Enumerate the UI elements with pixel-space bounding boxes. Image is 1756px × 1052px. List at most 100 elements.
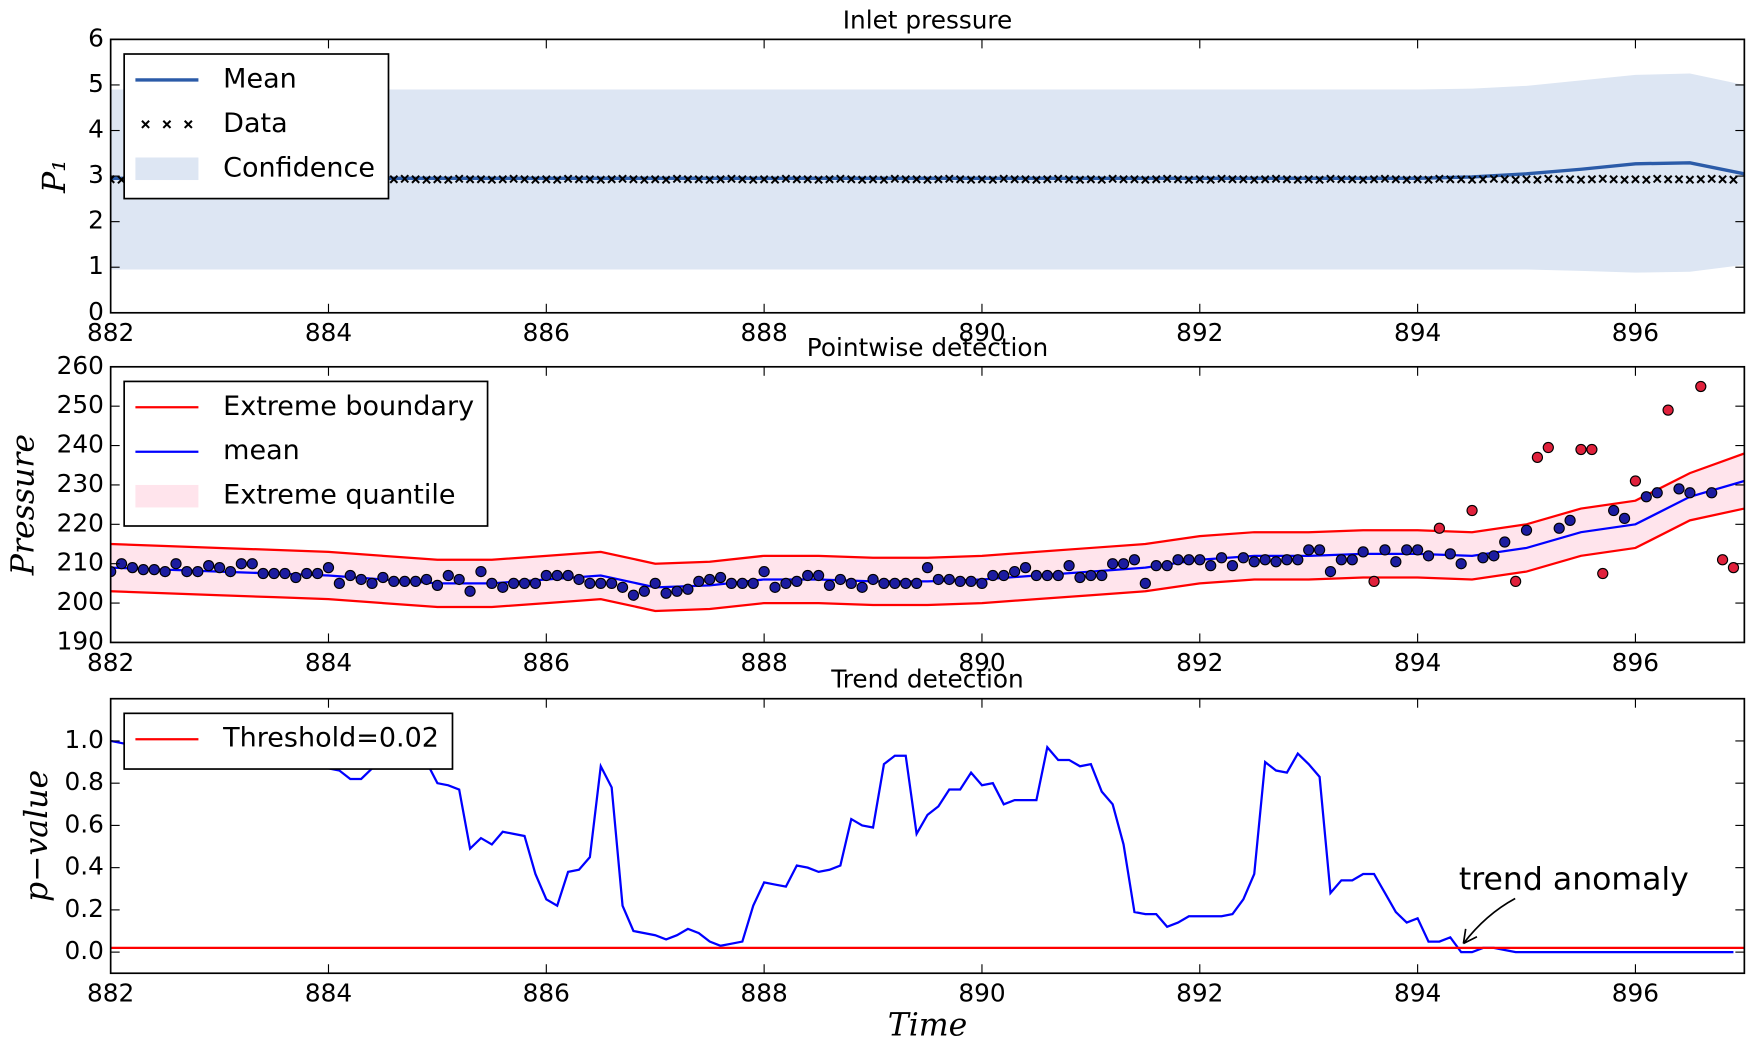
data-marker [1598, 174, 1608, 184]
data-point [1183, 554, 1195, 566]
data-marker [1141, 175, 1150, 185]
data-point [682, 583, 694, 595]
data-point [943, 573, 955, 586]
outlier-point [1727, 562, 1740, 574]
axes-frame [109, 365, 1746, 644]
data-point [1346, 554, 1358, 566]
data-point [110, 565, 117, 578]
data-point [780, 577, 792, 590]
data-marker [400, 174, 410, 184]
legend-swatch [183, 120, 193, 129]
data-marker [541, 174, 551, 184]
x-tick-label: 884 [305, 648, 352, 677]
data-point [1411, 544, 1424, 556]
data-point [1553, 522, 1565, 534]
data-marker [814, 175, 823, 185]
data-marker [977, 174, 987, 184]
data-point [1041, 569, 1053, 582]
x-tick-label: 886 [523, 648, 570, 677]
data-marker [803, 174, 813, 184]
data-point [355, 573, 367, 586]
data-point [181, 565, 193, 578]
data-marker [1511, 175, 1520, 185]
data-point [1303, 544, 1315, 556]
chart-title: Inlet pressure [843, 5, 1013, 34]
data-marker [531, 175, 540, 185]
x-tick-label: 886 [523, 318, 570, 347]
data-point [562, 569, 574, 582]
x-tick-label: 894 [1394, 318, 1441, 347]
data-point [1324, 565, 1337, 578]
y-tick-label: 6 [88, 23, 104, 52]
data-point [431, 579, 444, 591]
data-marker [1282, 174, 1292, 184]
data-marker [792, 174, 802, 184]
x-tick-label: 888 [741, 648, 788, 677]
y-tick-label: 0.2 [65, 894, 104, 923]
x-tick-label: 884 [305, 979, 352, 1008]
data-marker [1696, 174, 1706, 184]
x-tick-label: 896 [1612, 318, 1659, 347]
data-marker [868, 174, 878, 184]
data-point [769, 581, 781, 593]
data-point [627, 589, 640, 601]
y-tick-label: 220 [57, 508, 104, 537]
x-tick-label: 884 [305, 318, 352, 347]
data-marker [422, 175, 431, 185]
data-point [333, 577, 346, 590]
data-marker [520, 174, 529, 184]
data-marker [1413, 174, 1422, 184]
data-marker [661, 175, 671, 185]
data-marker [1217, 174, 1226, 184]
data-marker [552, 175, 562, 185]
data-marker [563, 174, 573, 184]
annotation-text: trend anomaly [1459, 862, 1689, 898]
data-point [845, 577, 857, 590]
y-axis-label: Pressure [6, 434, 42, 576]
data-marker [1522, 174, 1531, 184]
data-marker [640, 175, 649, 185]
data-marker [738, 174, 747, 184]
data-point [137, 563, 149, 576]
data-marker [1249, 175, 1259, 185]
data-marker [1228, 174, 1237, 184]
data-marker [1576, 175, 1586, 185]
data-marker [1326, 174, 1335, 184]
outlier-point [1542, 441, 1554, 454]
data-point [1150, 560, 1162, 572]
data-point [725, 577, 738, 590]
data-point [1520, 524, 1533, 536]
data-point [159, 565, 171, 578]
data-point [1270, 556, 1282, 568]
data-marker [411, 174, 420, 184]
x-tick-label: 896 [1612, 979, 1659, 1008]
data-marker [1032, 175, 1041, 185]
legend-label: Extreme quantile [223, 480, 455, 511]
y-tick-label: 230 [57, 469, 104, 498]
data-marker [1500, 174, 1510, 184]
data-point [758, 565, 770, 578]
data-point [409, 575, 422, 588]
data-marker [1097, 175, 1107, 185]
data-marker [1021, 174, 1030, 184]
data-marker [836, 174, 845, 184]
y-tick-label: 3 [88, 160, 104, 189]
data-point [1684, 487, 1696, 499]
data-point [1074, 571, 1086, 584]
data-point [551, 569, 563, 582]
data-marker [912, 174, 921, 184]
data-point [148, 563, 160, 576]
legend: Extreme boundary mean Extreme quantile [123, 380, 489, 527]
data-point [420, 573, 433, 586]
data-point [1608, 504, 1620, 517]
data-point [932, 573, 945, 586]
data-point [921, 562, 934, 574]
data-point [1128, 554, 1141, 566]
data-marker [890, 174, 900, 184]
boundary-line [110, 452, 1745, 565]
subplot: Trend detection 882 884 886 888 890 892 894 896 0… [19, 665, 1746, 1044]
data-point [1401, 544, 1413, 556]
y-tick-label: 0.4 [65, 852, 104, 881]
legend-swatch [162, 120, 172, 129]
data-marker [1130, 174, 1139, 184]
